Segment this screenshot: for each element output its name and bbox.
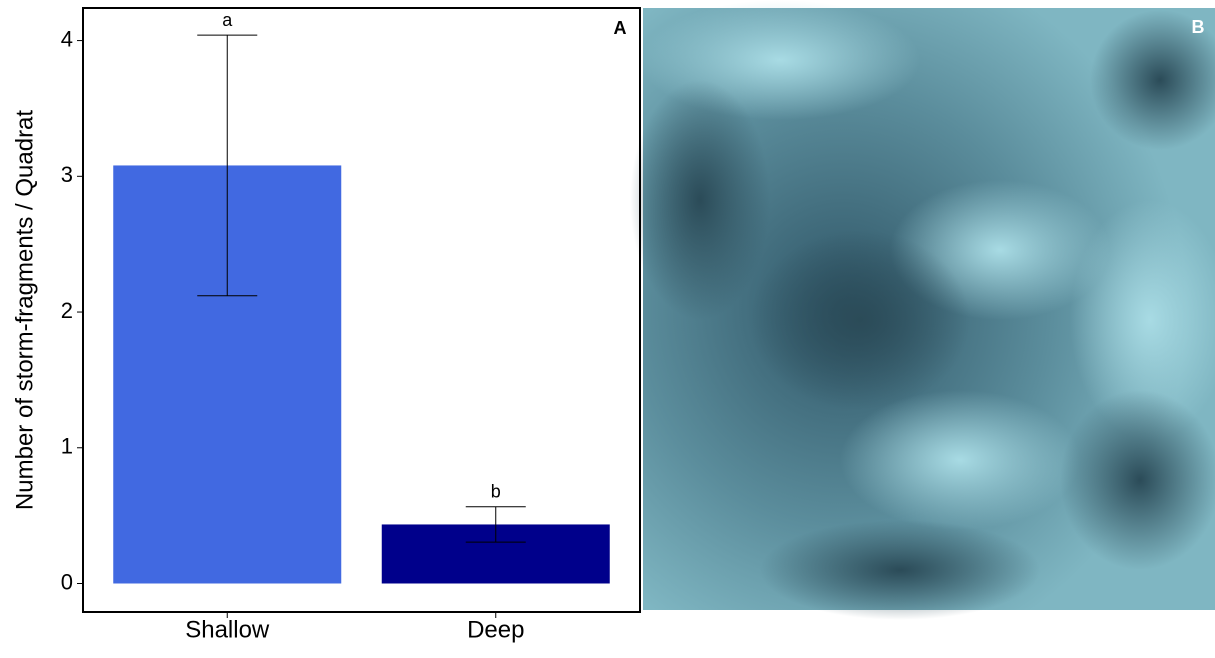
- y-tick-label: 0: [61, 569, 73, 594]
- figure: B A Number of storm-fragments / Quadrat …: [0, 0, 1215, 653]
- y-tick-label: 3: [61, 162, 73, 187]
- x-tick-label: Shallow: [185, 616, 270, 643]
- y-tick-label: 1: [61, 434, 73, 459]
- panel-label: A: [614, 18, 627, 38]
- photo: B: [630, 0, 1215, 620]
- significance-letter: b: [491, 482, 501, 502]
- significance-letter: a: [222, 10, 233, 30]
- x-tick-label: Deep: [467, 616, 524, 643]
- photo-label: B: [1192, 17, 1205, 37]
- y-axis-label: Number of storm-fragments / Quadrat: [11, 110, 38, 510]
- page: B A Number of storm-fragments / Quadrat …: [0, 0, 1215, 653]
- y-tick-label: 2: [61, 298, 73, 323]
- y-tick-label: 4: [61, 26, 73, 51]
